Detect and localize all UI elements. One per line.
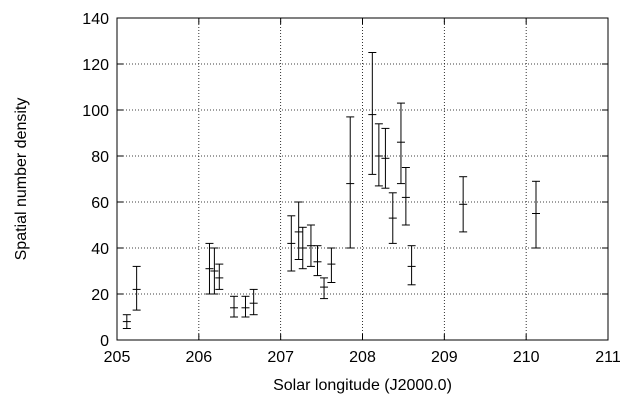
data-point — [215, 263, 224, 290]
data-point — [298, 226, 307, 270]
data-point — [381, 127, 390, 189]
data-point — [230, 295, 239, 318]
data-points — [122, 52, 540, 329]
data-point — [407, 245, 416, 286]
data-point — [459, 176, 468, 233]
data-point — [531, 180, 540, 249]
x-tick-label: 205 — [104, 349, 131, 366]
data-point — [205, 242, 214, 295]
y-tick-label: 80 — [91, 149, 109, 166]
y-tick-label: 60 — [91, 195, 109, 212]
data-point — [313, 245, 322, 277]
data-point — [122, 314, 131, 329]
y-tick-label: 40 — [91, 241, 109, 258]
y-tick-label: 100 — [82, 103, 109, 120]
y-tick-label: 120 — [82, 57, 109, 74]
data-point — [396, 102, 405, 185]
data-point — [287, 215, 296, 272]
x-tick-label: 208 — [349, 349, 376, 366]
data-point — [306, 224, 315, 267]
y-tick-label: 0 — [100, 333, 109, 350]
x-axis-label: Solar longitude (J2000.0) — [273, 377, 452, 394]
x-tick-label: 206 — [185, 349, 212, 366]
data-point — [249, 288, 258, 316]
data-point — [374, 123, 383, 187]
y-axis-label: Spatial number density — [13, 98, 30, 261]
data-point — [241, 295, 250, 318]
x-tick-label: 210 — [513, 349, 540, 366]
data-point — [401, 167, 410, 226]
data-point — [210, 247, 219, 295]
data-point — [320, 277, 329, 300]
y-tick-label: 140 — [82, 11, 109, 28]
data-point — [327, 247, 336, 283]
data-point — [346, 116, 355, 249]
y-tick-label: 20 — [91, 287, 109, 304]
grid — [117, 18, 608, 340]
x-tick-label: 207 — [267, 349, 294, 366]
axis-ticks — [116, 17, 609, 341]
data-point — [368, 52, 377, 175]
data-point — [294, 201, 303, 260]
data-point — [132, 265, 141, 311]
tick-labels: 205 206 207 208 209 210 211 0 20 40 60 80 100 120 140 — [82, 11, 621, 366]
x-tick-label: 209 — [431, 349, 458, 366]
x-tick-label: 211 — [595, 349, 621, 366]
data-point — [388, 192, 397, 244]
